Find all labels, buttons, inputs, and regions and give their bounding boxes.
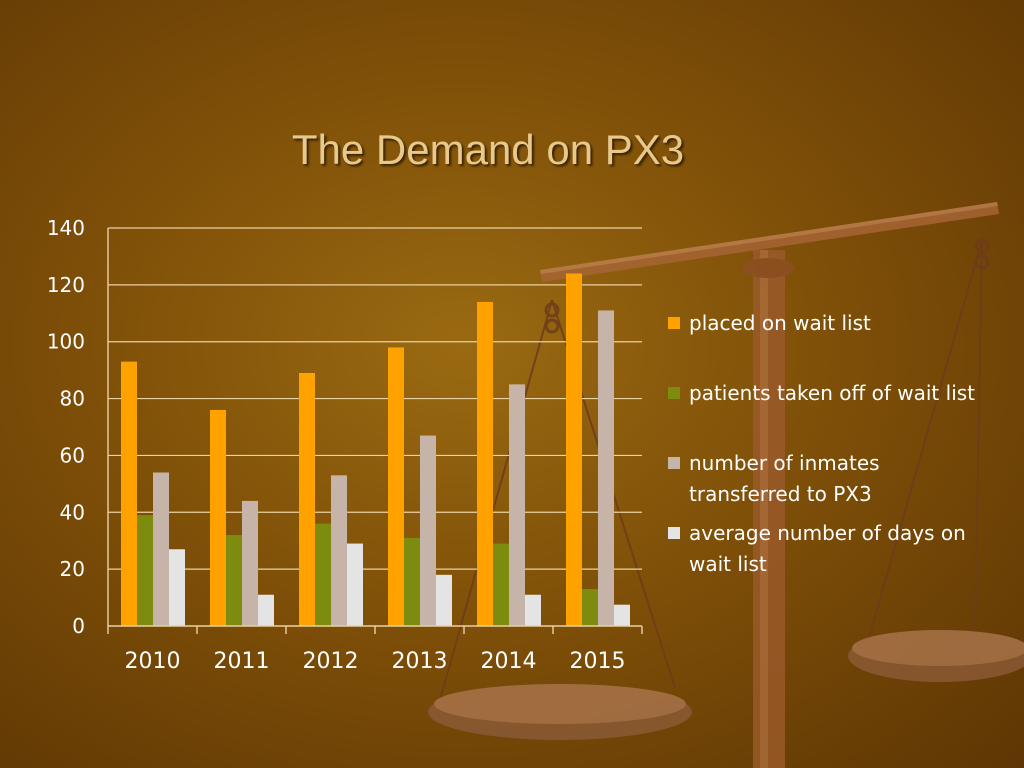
bar-placed-on-wait-list-2015 <box>566 273 582 626</box>
bar-average-number-of-days-on-wait-list-2012 <box>347 543 363 626</box>
legend-swatch <box>668 387 680 399</box>
y-tick-label: 0 <box>72 614 85 638</box>
y-tick-label: 140 <box>47 216 85 240</box>
bar-average-number-of-days-on-wait-list-2013 <box>436 574 452 626</box>
x-category-label: 2014 <box>481 649 537 674</box>
bar-placed-on-wait-list-2010 <box>121 361 137 626</box>
bar-patients-taken-off-of-wait-list-2013 <box>404 537 420 626</box>
y-tick-label: 120 <box>47 273 85 297</box>
x-category-label: 2015 <box>570 649 626 674</box>
x-category-label: 2010 <box>125 649 181 674</box>
y-tick-label: 60 <box>60 443 85 467</box>
legend-label: placed on wait list <box>689 311 871 335</box>
bar-average-number-of-days-on-wait-list-2011 <box>258 594 274 626</box>
x-category-label: 2013 <box>392 649 448 674</box>
bar-average-number-of-days-on-wait-list-2015 <box>614 604 630 626</box>
legend-label: patients taken off of wait list <box>689 381 976 405</box>
bar-patients-taken-off-of-wait-list-2012 <box>315 523 331 626</box>
bar-number-of-inmates-transferred-to-px3-2014 <box>509 384 525 626</box>
slide-title: The Demand on PX3 <box>291 126 685 173</box>
legend-label: average number of days on wait list <box>689 521 966 576</box>
bar-number-of-inmates-transferred-to-px3-2010 <box>153 472 169 626</box>
bar-patients-taken-off-of-wait-list-2011 <box>226 535 242 626</box>
y-tick-label: 80 <box>60 387 85 411</box>
legend-swatch <box>668 527 680 539</box>
legend-label: number of inmates transferred to PX3 <box>689 451 880 506</box>
bar-average-number-of-days-on-wait-list-2014 <box>525 594 541 626</box>
bar-number-of-inmates-transferred-to-px3-2013 <box>420 435 436 626</box>
legend-swatch <box>668 317 680 329</box>
y-tick-label: 40 <box>60 500 85 524</box>
x-category-label: 2012 <box>303 649 359 674</box>
x-category-label: 2011 <box>214 649 270 674</box>
bar-number-of-inmates-transferred-to-px3-2015 <box>598 310 614 626</box>
bar-patients-taken-off-of-wait-list-2015 <box>582 589 598 626</box>
y-tick-label: 20 <box>60 557 85 581</box>
bar-placed-on-wait-list-2014 <box>477 301 493 626</box>
bar-number-of-inmates-transferred-to-px3-2011 <box>242 500 258 626</box>
bar-placed-on-wait-list-2011 <box>210 409 226 626</box>
bar-placed-on-wait-list-2012 <box>299 372 315 626</box>
bar-number-of-inmates-transferred-to-px3-2012 <box>331 475 347 626</box>
y-tick-label: 100 <box>47 330 85 354</box>
bar-placed-on-wait-list-2013 <box>388 347 404 626</box>
bar-patients-taken-off-of-wait-list-2014 <box>493 543 509 626</box>
bar-average-number-of-days-on-wait-list-2010 <box>169 549 185 626</box>
bar-patients-taken-off-of-wait-list-2010 <box>137 515 153 626</box>
legend-swatch <box>668 457 680 469</box>
